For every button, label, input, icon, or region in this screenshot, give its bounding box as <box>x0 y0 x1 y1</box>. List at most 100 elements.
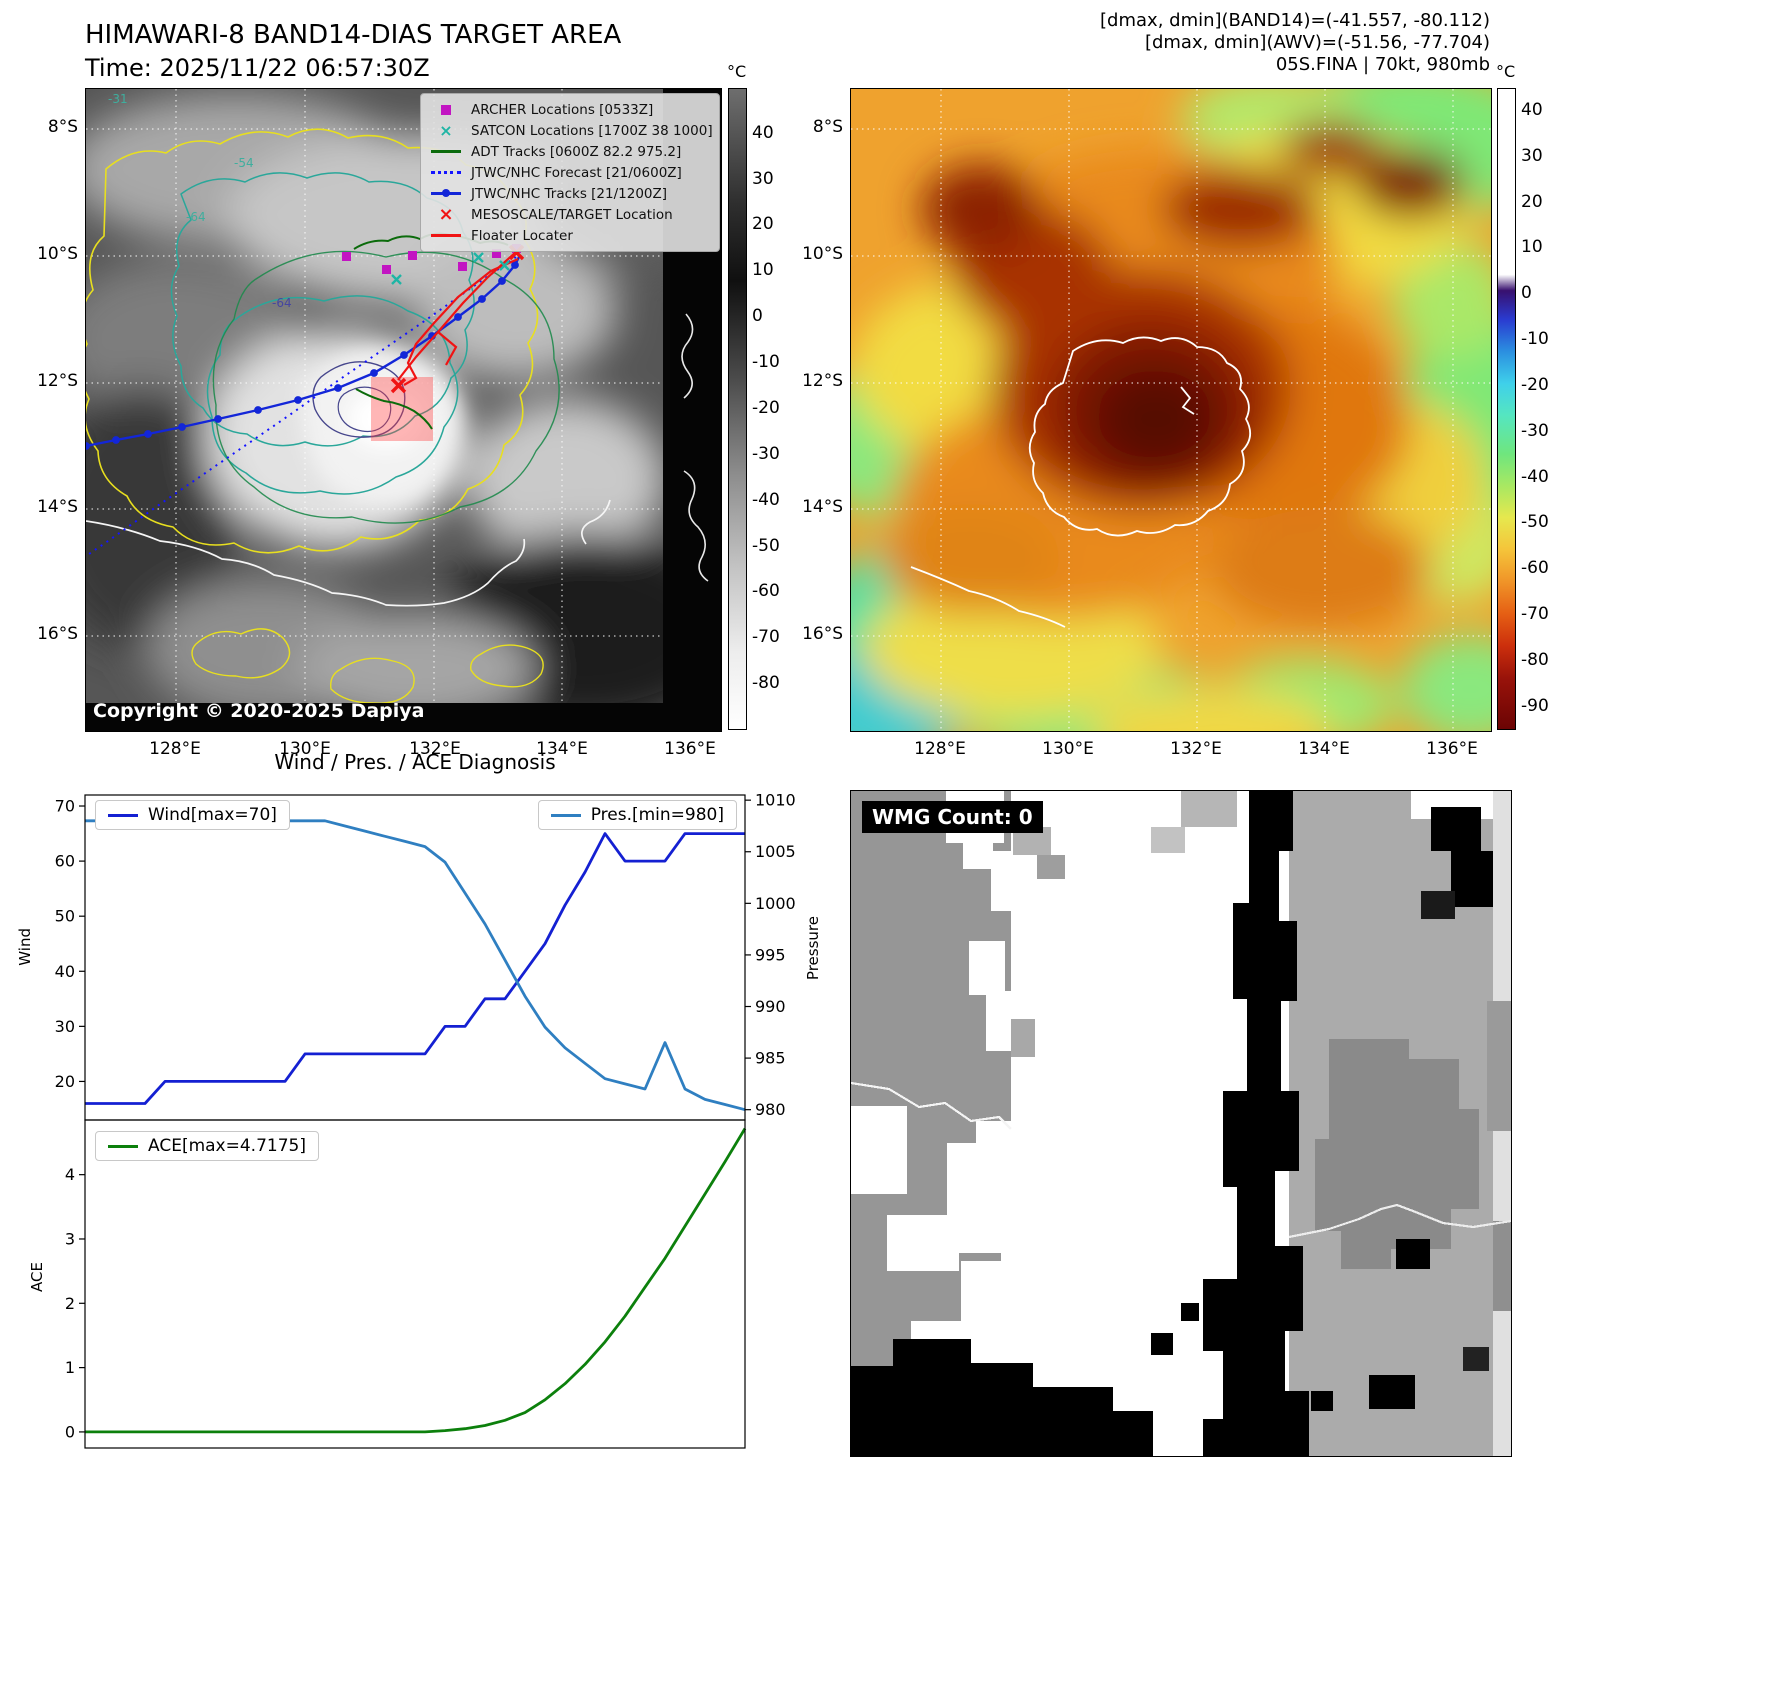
contour-labels: -31 -54 -64 -64 <box>108 92 292 310</box>
band14-title: HIMAWARI-8 BAND14-DIAS TARGET AREA <box>85 20 622 50</box>
map-y-tick-label: 8°S <box>812 117 843 137</box>
awv-coastline <box>910 336 1252 628</box>
colorbar-tick-label: -30 <box>1521 421 1549 441</box>
legend-item-adt: ADT Tracks [0600Z 82.2 975.2] <box>429 142 711 161</box>
map-y-tick-label: 8°S <box>47 117 78 137</box>
pressure-line-icon <box>550 813 581 817</box>
right-tick-label: 1000 <box>755 894 796 913</box>
colorbar-tick-label: 0 <box>752 306 763 326</box>
jtwc-track-line-icon <box>431 189 461 197</box>
right-tick-label: 995 <box>755 945 786 964</box>
svg-text:-54: -54 <box>234 156 254 170</box>
svg-text:-64: -64 <box>186 210 206 224</box>
left-tick-label: 40 <box>55 962 75 981</box>
legend-label-track: JTWC/NHC Tracks [21/1200Z] <box>471 185 668 202</box>
awv-colorbar-unit: °C <box>1496 62 1516 81</box>
ace-axis-label: ACE <box>28 1262 46 1292</box>
map-x-tick-label: 134°E <box>1298 739 1350 759</box>
right-tick-label: 990 <box>755 997 786 1016</box>
wmg-count-badge: WMG Count: 0 <box>862 801 1043 833</box>
jtwc-forecast-line-icon <box>431 171 461 174</box>
colorbar-tick-label: 30 <box>752 169 774 189</box>
map-y-tick-label: 16°S <box>37 624 78 644</box>
legend-label-satcon: SATCON Locations [1700Z 38 1000] <box>471 122 713 139</box>
colorbar-tick-label: -50 <box>752 536 780 556</box>
wind-line-icon <box>108 813 138 817</box>
svg-text:-31: -31 <box>108 92 128 106</box>
archer-square-icon <box>441 104 451 115</box>
legend-item-floater: Floater Locater <box>429 226 711 245</box>
map-x-tick-label: 136°E <box>664 739 716 759</box>
map-x-tick-label: 128°E <box>914 739 966 759</box>
left-tick-label: 30 <box>55 1017 75 1036</box>
colorbar-tick-label: -50 <box>1521 512 1549 532</box>
left-tick-label: 3 <box>65 1229 75 1248</box>
colorbar-tick-label: -90 <box>1521 696 1549 716</box>
wmg-coastline-right <box>1288 1203 1512 1239</box>
right-tick-label: 980 <box>755 1100 786 1119</box>
adt-line-icon <box>431 150 461 153</box>
band14-colorbar-unit: °C <box>727 62 747 81</box>
diagnosis-title: Wind / Pres. / ACE Diagnosis <box>274 750 556 774</box>
legend-item-satcon: × SATCON Locations [1700Z 38 1000] <box>429 120 713 140</box>
map-x-tick-label: 130°E <box>279 739 331 759</box>
colorbar-tick-label: -80 <box>752 673 780 693</box>
wmg-dark-gray-blob <box>1315 1039 1479 1269</box>
right-tick-label: 985 <box>755 1049 786 1068</box>
map-x-tick-label: 134°E <box>536 739 588 759</box>
colorbar-tick-label: 0 <box>1521 283 1532 303</box>
legend-label-archer: ARCHER Locations [0533Z] <box>471 101 654 118</box>
pressure-axis-label: Pressure <box>804 916 822 981</box>
wmg-panel <box>850 790 1512 1457</box>
map-y-tick-label: 12°S <box>37 371 78 391</box>
jtwc-forecast-line <box>85 256 517 557</box>
colorbar-tick-label: -40 <box>752 490 780 510</box>
legend-label-adt: ADT Tracks [0600Z 82.2 975.2] <box>471 143 682 160</box>
left-tick-label: 20 <box>55 1072 75 1091</box>
map-y-tick-label: 12°S <box>802 371 843 391</box>
map-x-tick-label: 136°E <box>1426 739 1478 759</box>
colorbar-tick-label: 20 <box>752 214 774 234</box>
colorbar-tick-label: -60 <box>1521 558 1549 578</box>
map-y-tick-label: 14°S <box>802 497 843 517</box>
ace-line-icon <box>108 1144 138 1148</box>
legend-label-forecast: JTWC/NHC Forecast [21/0600Z] <box>471 164 682 181</box>
colorbar-tick-label: -10 <box>1521 329 1549 349</box>
satcon-x-icon: × <box>439 120 453 140</box>
awv-colorbar <box>1497 88 1516 730</box>
colorbar-tick-label: -70 <box>752 627 780 647</box>
diagnosis-charts: 20 30 40 50 60 70 980 985 990 995 1000 1005 1010 0 1 2 3… <box>55 791 796 1449</box>
band14-legend: ARCHER Locations [0533Z] × SATCON Locati… <box>420 93 720 252</box>
colorbar-tick-label: 20 <box>1521 192 1543 212</box>
wmg-coastline-left <box>850 1081 1012 1130</box>
colorbar-tick-label: 40 <box>752 123 774 143</box>
wind-axis-label: Wind <box>16 928 34 966</box>
legend-item-archer: ARCHER Locations [0533Z] <box>429 100 711 119</box>
map-x-tick-label: 132°E <box>409 739 461 759</box>
mesoscale-x-icon: × <box>438 203 454 225</box>
band14-time-label: Time: 2025/11/22 06:57:30Z <box>85 54 430 82</box>
colorbar-tick-label: -80 <box>1521 650 1549 670</box>
legend-item-forecast: JTWC/NHC Forecast [21/0600Z] <box>429 163 711 182</box>
colorbar-tick-label: 10 <box>1521 237 1543 257</box>
chart-frame <box>84 1119 746 1449</box>
track-dot-icon <box>442 189 450 197</box>
colorbar-tick-label: 40 <box>1521 100 1543 120</box>
left-tick-label: 2 <box>65 1294 75 1313</box>
series-line <box>85 1127 747 1434</box>
legend-item-mesoscale: × MESOSCALE/TARGET Location <box>429 205 711 224</box>
map-y-tick-label: 16°S <box>802 624 843 644</box>
ace-legend-label: ACE[max=4.7175] <box>148 1136 306 1156</box>
colorbar-tick-label: 30 <box>1521 146 1543 166</box>
pressure-legend: Pres.[min=980] <box>537 800 737 830</box>
left-tick-label: 0 <box>65 1422 75 1441</box>
map-y-tick-label: 14°S <box>37 497 78 517</box>
svg-text:-64: -64 <box>272 296 292 310</box>
header-stats: [dmax, dmin](BAND14)=(-41.557, -80.112) … <box>1050 10 1490 76</box>
map-x-tick-label: 128°E <box>149 739 201 759</box>
awv-satellite-image <box>796 64 1561 769</box>
awv-grid-lines <box>851 89 1491 731</box>
series-line <box>85 819 746 1112</box>
temperature-contours <box>79 128 560 704</box>
